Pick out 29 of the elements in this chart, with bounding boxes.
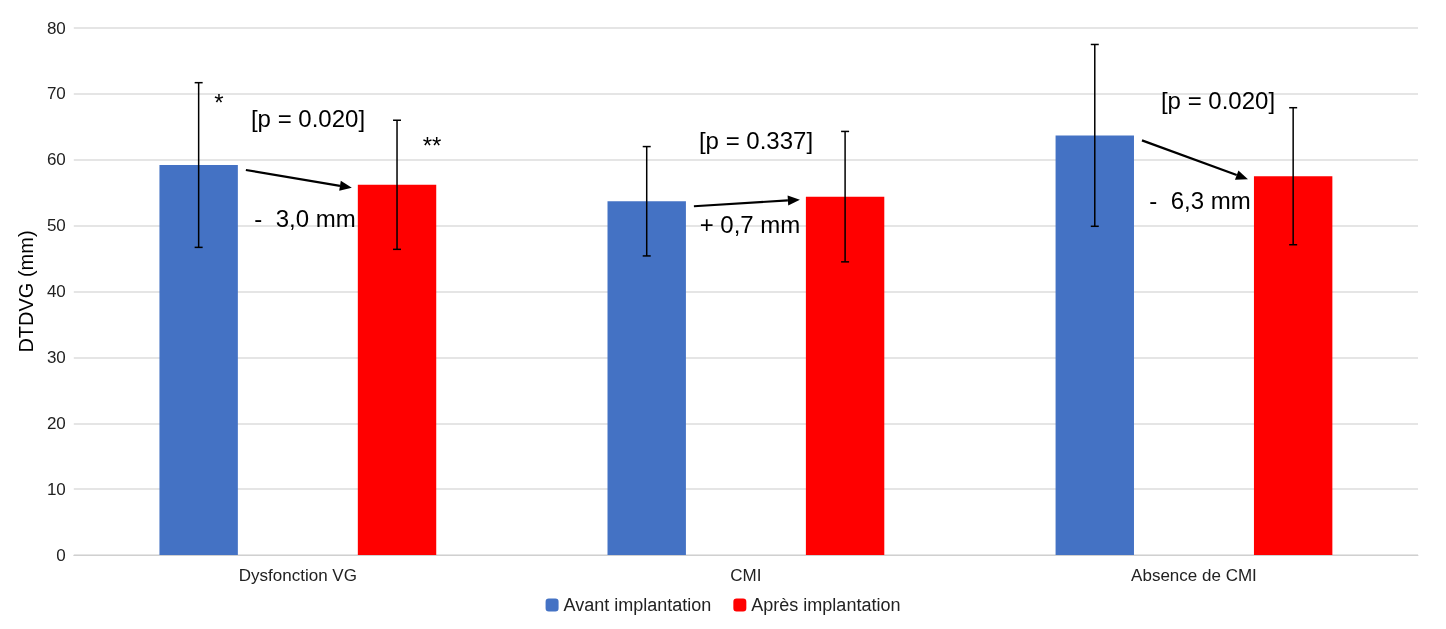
annotation: [p = 0.337] (698, 126, 814, 154)
bar (1253, 176, 1333, 555)
annotation: * (214, 88, 224, 116)
bar (159, 165, 238, 555)
y-tick-label: 30 (46, 347, 66, 367)
annotation: ** (422, 131, 442, 159)
bar (357, 184, 437, 555)
y-tick-label: 40 (46, 282, 66, 301)
x-tick-label: CMI (730, 566, 762, 585)
y-tick-label: 20 (46, 413, 66, 433)
y-tick-label: 60 (46, 150, 66, 170)
annotation: - 3,0 mm (254, 204, 356, 232)
y-axis-title: DTDVG (mm) (15, 230, 37, 353)
y-tick-label: 70 (46, 84, 66, 104)
y-tick-label: 10 (46, 479, 66, 499)
legend-label: Après implantation (751, 595, 901, 615)
annotation: [p = 0.020] (1160, 86, 1276, 114)
annotation: - 6,3 mm (1149, 186, 1251, 214)
bar (607, 201, 686, 555)
annotation: + 0,7 mm (699, 210, 801, 238)
bar (1055, 135, 1134, 555)
bar (805, 196, 885, 555)
y-tick-label: 50 (46, 216, 66, 236)
y-tick-label: 0 (56, 545, 66, 565)
y-tick-label: 80 (46, 18, 66, 38)
annotation: [p = 0.020] (250, 104, 366, 132)
x-tick-label: Absence de CMI (1131, 566, 1257, 585)
x-tick-label: Dysfonction VG (238, 566, 357, 585)
legend-label: Avant implantation (563, 595, 712, 615)
